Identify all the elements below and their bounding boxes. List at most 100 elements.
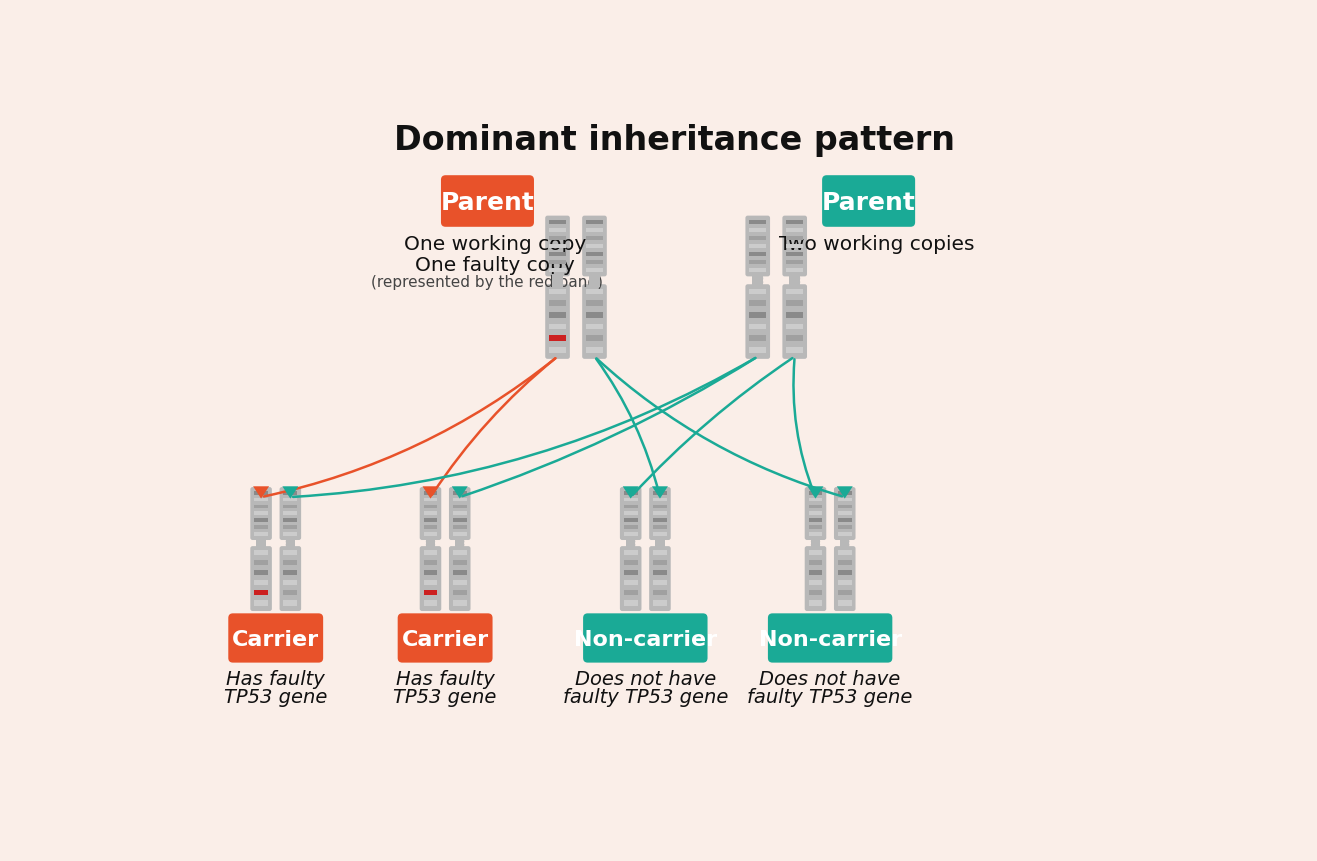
- Ellipse shape: [789, 278, 801, 288]
- Bar: [283, 580, 298, 585]
- Text: Does not have: Does not have: [760, 669, 901, 688]
- Bar: [283, 505, 298, 509]
- Bar: [424, 505, 437, 509]
- FancyBboxPatch shape: [649, 487, 670, 541]
- Text: TP53 gene: TP53 gene: [224, 687, 328, 706]
- Ellipse shape: [456, 542, 465, 548]
- Bar: [424, 533, 437, 536]
- Bar: [549, 336, 566, 342]
- Bar: [254, 512, 269, 516]
- FancyBboxPatch shape: [620, 547, 641, 611]
- Bar: [624, 571, 637, 576]
- FancyBboxPatch shape: [228, 614, 323, 663]
- Bar: [283, 591, 298, 596]
- Bar: [786, 252, 803, 257]
- Bar: [453, 561, 466, 566]
- Bar: [624, 505, 637, 509]
- Bar: [453, 601, 466, 606]
- Bar: [809, 561, 822, 566]
- FancyBboxPatch shape: [250, 547, 271, 611]
- Bar: [809, 526, 822, 530]
- Bar: [809, 519, 822, 523]
- Bar: [838, 505, 852, 509]
- Bar: [653, 512, 666, 516]
- FancyArrowPatch shape: [632, 359, 793, 495]
- Bar: [749, 289, 766, 295]
- FancyBboxPatch shape: [620, 487, 641, 541]
- Text: faulty TP53 gene: faulty TP53 gene: [748, 687, 913, 706]
- Bar: [752, 275, 764, 288]
- Bar: [786, 228, 803, 232]
- Bar: [283, 571, 298, 576]
- Bar: [809, 512, 822, 516]
- Bar: [453, 526, 466, 530]
- Ellipse shape: [789, 275, 801, 283]
- Bar: [653, 601, 666, 606]
- Bar: [254, 491, 269, 495]
- Ellipse shape: [425, 542, 435, 548]
- Bar: [424, 591, 437, 596]
- Text: One working copy: One working copy: [404, 234, 586, 253]
- Text: Carrier: Carrier: [402, 629, 489, 649]
- Bar: [809, 580, 822, 585]
- Bar: [549, 245, 566, 249]
- Polygon shape: [623, 486, 639, 499]
- FancyBboxPatch shape: [545, 285, 570, 359]
- Polygon shape: [282, 486, 299, 499]
- FancyBboxPatch shape: [745, 285, 770, 359]
- FancyBboxPatch shape: [768, 614, 893, 663]
- Ellipse shape: [552, 275, 564, 283]
- Bar: [283, 551, 298, 555]
- Bar: [749, 269, 766, 273]
- Bar: [453, 519, 466, 523]
- Bar: [586, 348, 603, 353]
- FancyBboxPatch shape: [582, 285, 607, 359]
- Bar: [586, 269, 603, 273]
- Bar: [586, 220, 603, 225]
- Bar: [286, 538, 295, 548]
- Polygon shape: [836, 486, 852, 499]
- Ellipse shape: [257, 542, 266, 548]
- Text: Dominant inheritance pattern: Dominant inheritance pattern: [394, 124, 955, 157]
- Ellipse shape: [257, 538, 266, 546]
- FancyBboxPatch shape: [583, 614, 707, 663]
- FancyArrowPatch shape: [597, 359, 842, 497]
- Bar: [838, 512, 852, 516]
- Bar: [586, 325, 603, 330]
- Text: One faulty copy: One faulty copy: [415, 256, 576, 275]
- Bar: [624, 580, 637, 585]
- Bar: [283, 491, 298, 495]
- Bar: [786, 348, 803, 353]
- Bar: [549, 313, 566, 319]
- Bar: [838, 591, 852, 596]
- Bar: [257, 538, 266, 548]
- Bar: [586, 236, 603, 241]
- Bar: [453, 551, 466, 555]
- Bar: [786, 260, 803, 264]
- Bar: [838, 533, 852, 536]
- Bar: [786, 336, 803, 342]
- FancyBboxPatch shape: [420, 547, 441, 611]
- Bar: [786, 236, 803, 241]
- Bar: [656, 538, 665, 548]
- FancyBboxPatch shape: [250, 487, 271, 541]
- Bar: [838, 601, 852, 606]
- Bar: [809, 571, 822, 576]
- Bar: [749, 301, 766, 307]
- Ellipse shape: [286, 538, 295, 546]
- Polygon shape: [807, 486, 823, 499]
- Bar: [624, 491, 637, 495]
- Bar: [549, 228, 566, 232]
- Bar: [424, 571, 437, 576]
- Bar: [549, 289, 566, 295]
- FancyBboxPatch shape: [545, 216, 570, 277]
- Bar: [786, 220, 803, 225]
- Bar: [624, 601, 637, 606]
- Bar: [549, 236, 566, 241]
- Bar: [254, 551, 269, 555]
- Bar: [653, 498, 666, 502]
- Ellipse shape: [626, 538, 635, 546]
- Bar: [424, 498, 437, 502]
- FancyArrowPatch shape: [597, 359, 660, 495]
- Bar: [283, 519, 298, 523]
